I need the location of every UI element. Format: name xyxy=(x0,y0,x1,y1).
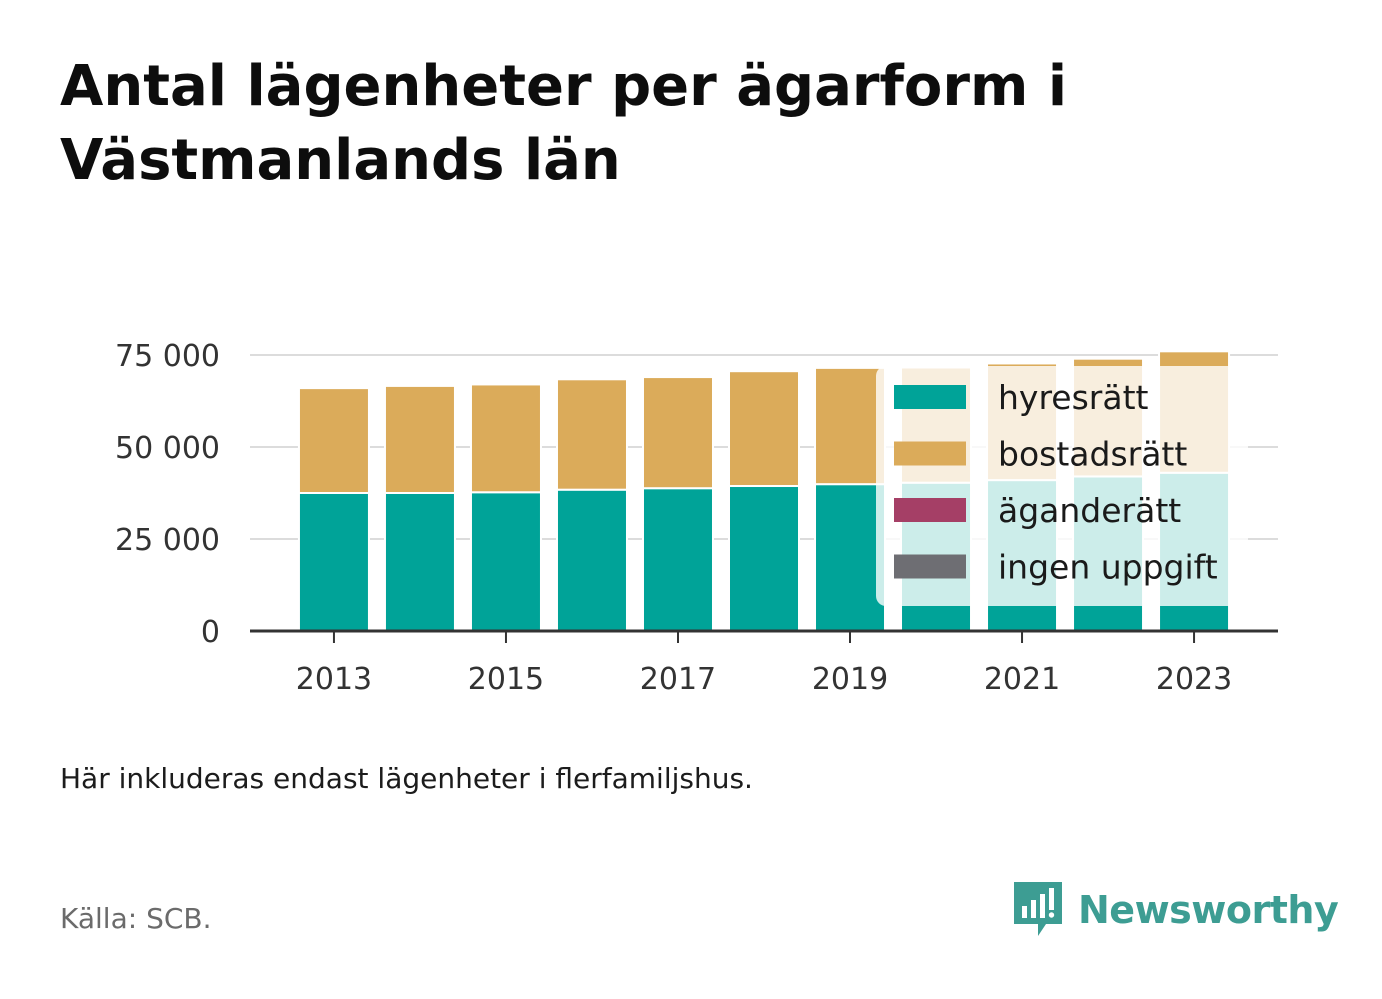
legend-swatch-hyresrätt xyxy=(894,385,966,409)
chart-note: Här inkluderas endast lägenheter i flerf… xyxy=(60,762,753,795)
bar-stack-2017 xyxy=(641,376,714,632)
bar-hyresrätt-2015 xyxy=(469,491,542,632)
legend-box xyxy=(876,366,1248,606)
bar-bostadsrätt-2018 xyxy=(728,370,800,488)
brand-logo: Newsworthy xyxy=(1012,880,1339,940)
legend-label: ingen uppgift xyxy=(998,548,1218,587)
y-tick-label: 0 xyxy=(201,615,220,650)
bar-bostadsrätt-2019 xyxy=(814,366,887,486)
x-tick-label: 2015 xyxy=(468,662,544,697)
bar-bostadsrätt-2015 xyxy=(469,383,542,494)
legend-swatch-ingen-uppgift xyxy=(894,554,966,579)
legend-label: äganderätt xyxy=(998,491,1181,530)
y-tick-label: 50 000 xyxy=(115,431,220,466)
bar-bostadsrätt-2014 xyxy=(383,384,456,494)
bar-stack-2019 xyxy=(814,366,887,632)
bar-hyresrätt-2017 xyxy=(641,487,714,632)
bar-hyresrätt-2018 xyxy=(728,485,800,632)
bar-hyresrätt-2014 xyxy=(383,492,456,632)
bar-hyresrätt-2013 xyxy=(297,492,370,632)
y-tick-label: 25 000 xyxy=(115,523,220,558)
x-tick-label: 2017 xyxy=(640,662,716,697)
bar-hyresrätt-2016 xyxy=(555,488,628,632)
x-tick-label: 2013 xyxy=(296,662,372,697)
legend-swatch-äganderätt xyxy=(894,498,966,522)
axes: 0 25 000 50 000 75 000 2013 2015 2017 2019 2021 2… xyxy=(115,339,1278,697)
bar-bostadsrätt-2017 xyxy=(641,376,714,490)
brand-name: Newsworthy xyxy=(1078,888,1339,932)
legend-label: bostadsrätt xyxy=(998,435,1187,474)
bar-bostadsrätt-2016 xyxy=(555,378,628,491)
newsworthy-logo-icon xyxy=(1014,882,1062,936)
bar-stack-2018 xyxy=(728,370,800,632)
bar-stack-2013 xyxy=(297,387,370,632)
bar-stack-2015 xyxy=(469,383,542,632)
y-tick-label: 75 000 xyxy=(115,339,220,374)
x-tick-label: 2023 xyxy=(1156,662,1232,697)
legend: hyresrätt bostadsrätt äganderätt ingen uppg… xyxy=(876,366,1248,606)
legend-label: hyresrätt xyxy=(998,378,1149,417)
bar-stack-2014 xyxy=(383,384,456,632)
bar-hyresrätt-2019 xyxy=(814,483,887,632)
source-text: Källa: SCB. xyxy=(60,902,212,935)
bar-bostadsrätt-2013 xyxy=(297,387,370,494)
legend-swatch-bostadsrätt xyxy=(894,441,966,466)
bar-stack-2016 xyxy=(555,378,628,632)
x-tick-label: 2021 xyxy=(984,662,1060,697)
chart-title: Antal lägenheter per ägarform i Västmanl… xyxy=(60,54,1068,193)
x-tick-label: 2019 xyxy=(812,662,888,697)
